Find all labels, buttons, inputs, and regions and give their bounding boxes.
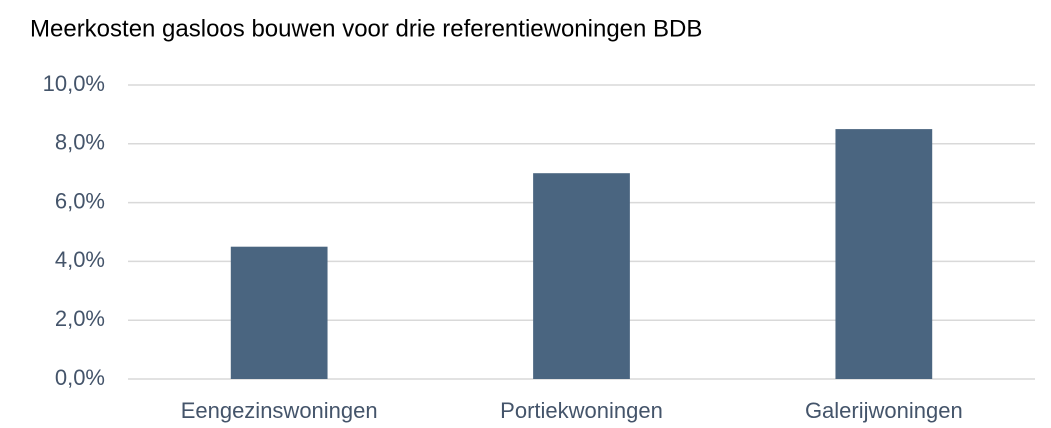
x-tick-label: Eengezinswoningen [181, 398, 378, 423]
chart-title: Meerkosten gasloos bouwen voor drie refe… [30, 15, 702, 42]
y-tick-label: 8,0% [55, 130, 105, 155]
bar [533, 173, 630, 379]
y-tick-label: 4,0% [55, 247, 105, 272]
bar [835, 129, 933, 379]
y-tick-label: 0,0% [55, 365, 105, 390]
y-tick-label: 10,0% [43, 71, 105, 96]
y-tick-label: 6,0% [55, 188, 105, 213]
x-tick-label: Portiekwoningen [500, 398, 663, 423]
y-tick-label: 2,0% [55, 306, 105, 331]
bar [230, 246, 328, 379]
x-tick-label: Galerijwoningen [805, 398, 963, 423]
